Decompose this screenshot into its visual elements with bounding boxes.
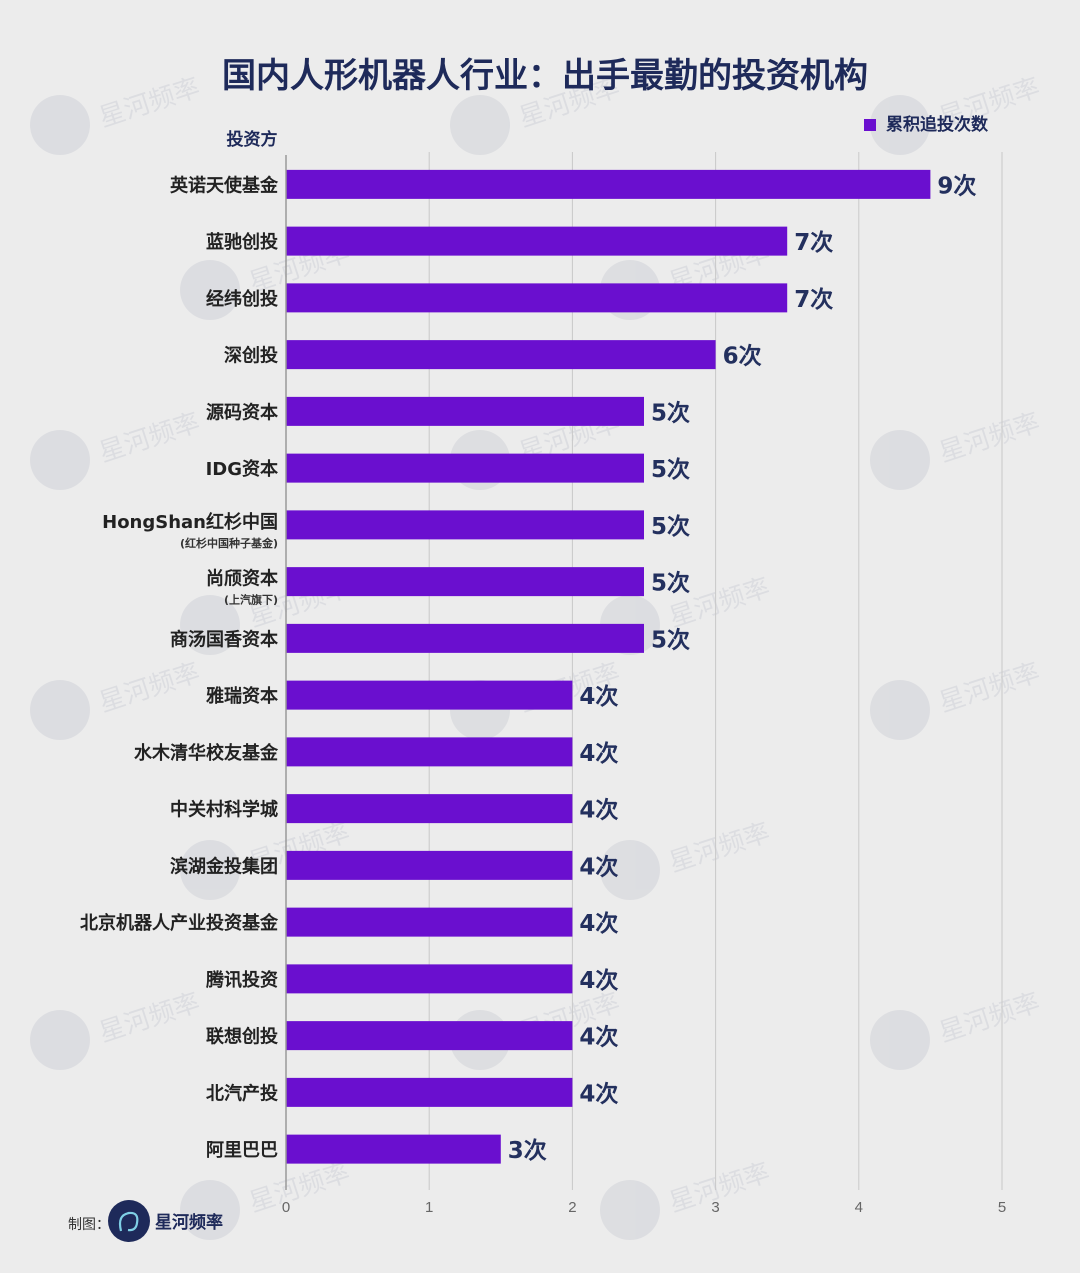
svg-text:星河频率: 星河频率	[96, 658, 204, 719]
watermark: 星河频率	[30, 988, 204, 1070]
category-sublabel: (红杉中国种子基金)	[180, 536, 278, 550]
category-label: HongShan红杉中国	[102, 511, 278, 533]
bar	[286, 737, 573, 767]
category-label: 联想创投	[206, 1026, 278, 1048]
value-label: 3次	[508, 1137, 547, 1164]
bar	[286, 340, 716, 370]
legend-label: 累积追投次数	[886, 114, 989, 135]
bar	[286, 567, 644, 597]
bar	[286, 964, 573, 994]
watermark: 星河频率	[870, 658, 1044, 740]
bar	[286, 850, 573, 880]
value-labels: 9次 7次 7次 6次 5次 5次 5次 5次 5次 4次 4次 4次 4次 4次 4次 4次 4次 3次	[508, 172, 977, 1164]
category-label: 经纬创投	[206, 288, 278, 310]
category-label: 腾讯投资	[206, 969, 278, 991]
value-label: 5次	[651, 626, 690, 653]
value-label: 6次	[723, 343, 762, 370]
category-label: 英诺天使基金	[169, 174, 279, 196]
value-label: 9次	[937, 172, 976, 199]
value-label: 4次	[579, 740, 618, 767]
bar	[286, 226, 788, 256]
x-tick-label: 1	[425, 1199, 433, 1216]
y-axis-label: 投资方	[227, 129, 278, 150]
brand-logo-mark	[118, 1211, 139, 1232]
value-label: 4次	[579, 853, 618, 880]
svg-text:星河频率: 星河频率	[96, 73, 204, 134]
value-label: 4次	[579, 1024, 618, 1051]
category-label: 阿里巴巴	[206, 1140, 278, 1161]
bars	[286, 169, 931, 1164]
watermark: 星河频率	[870, 988, 1044, 1070]
category-label: 蓝驰创投	[206, 231, 278, 253]
footer-label: 制图：	[68, 1217, 110, 1233]
value-label: 5次	[651, 456, 690, 483]
x-tick-label: 2	[568, 1199, 576, 1216]
watermark: 星河频率	[870, 408, 1044, 490]
bar	[286, 794, 573, 824]
category-label: 商汤国香资本	[170, 628, 278, 650]
category-label: IDG资本	[206, 458, 278, 480]
category-label: 北汽产投	[206, 1082, 278, 1104]
svg-text:星河频率: 星河频率	[246, 1158, 354, 1219]
watermark: 星河频率	[870, 73, 1044, 155]
watermark: 星河频率	[600, 1158, 774, 1240]
category-label: 深创投	[224, 345, 278, 367]
category-label: 雅瑞资本	[205, 685, 278, 707]
watermark: 星河频率	[600, 818, 774, 900]
x-tick-label: 4	[855, 1199, 863, 1216]
bar	[286, 623, 644, 653]
bar	[286, 1021, 573, 1051]
brand-logo-icon	[108, 1200, 150, 1242]
watermark: 星河频率	[30, 658, 204, 740]
x-axis-ticks: 0 1 2 3 4 5	[282, 1199, 1006, 1216]
bar	[286, 907, 573, 937]
svg-text:星河频率: 星河频率	[96, 988, 204, 1049]
watermark: 星河频率	[30, 408, 204, 490]
svg-text:星河频率: 星河频率	[666, 818, 774, 879]
footer: 制图： 星河频率	[68, 1200, 223, 1242]
category-sublabel: (上汽旗下)	[224, 593, 278, 607]
bar	[286, 680, 573, 710]
value-label: 4次	[579, 683, 618, 710]
watermark: 星河频率	[30, 73, 204, 155]
value-label: 4次	[579, 910, 618, 937]
bar	[286, 169, 931, 199]
svg-text:星河频率: 星河频率	[936, 658, 1044, 719]
bar	[286, 510, 644, 540]
value-label: 4次	[579, 797, 618, 824]
bar	[286, 1077, 573, 1107]
legend: 累积追投次数	[864, 114, 989, 135]
chart-title: 国内人形机器人行业：出手最勤的投资机构	[222, 56, 868, 96]
category-label: 中关村科学城	[170, 799, 278, 821]
footer-brand: 星河频率	[155, 1212, 223, 1233]
value-label: 7次	[794, 229, 833, 256]
category-label: 滨湖金投集团	[170, 855, 278, 877]
value-label: 4次	[579, 967, 618, 994]
svg-text:星河频率: 星河频率	[936, 988, 1044, 1049]
category-label: 源码资本	[206, 401, 278, 423]
svg-text:星河频率: 星河频率	[936, 408, 1044, 469]
value-label: 5次	[651, 513, 690, 540]
category-label: 北京机器人产业投资基金	[80, 912, 279, 934]
x-tick-label: 3	[711, 1199, 719, 1216]
gridlines	[428, 152, 1003, 1190]
category-label: 尚颀资本	[206, 568, 278, 590]
bar	[286, 396, 644, 426]
bar	[286, 1134, 501, 1164]
svg-text:星河频率: 星河频率	[96, 408, 204, 469]
value-label: 5次	[651, 570, 690, 597]
value-label: 5次	[651, 399, 690, 426]
value-label: 7次	[794, 286, 833, 313]
legend-swatch	[864, 119, 876, 131]
x-tick-label: 0	[282, 1199, 290, 1216]
value-label: 4次	[579, 1080, 618, 1107]
category-label: 水木清华校友基金	[134, 742, 279, 764]
bar	[286, 283, 788, 313]
x-tick-label: 5	[998, 1199, 1006, 1216]
bar	[286, 453, 644, 483]
